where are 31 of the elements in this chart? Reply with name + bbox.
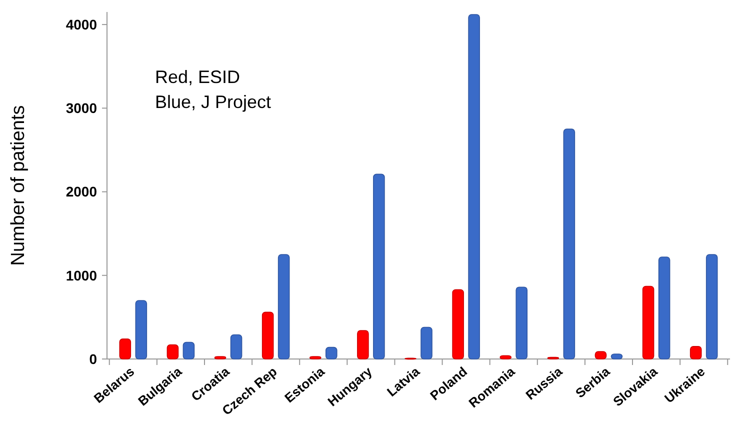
bar bbox=[468, 14, 480, 360]
bar bbox=[563, 128, 576, 360]
annotation: Blue, J Project bbox=[155, 92, 272, 112]
bar bbox=[325, 346, 338, 360]
bar bbox=[706, 254, 718, 360]
bar bbox=[119, 338, 132, 360]
bar bbox=[309, 356, 322, 360]
bar bbox=[135, 300, 148, 360]
bar bbox=[610, 354, 623, 360]
annotation: Red, ESID bbox=[155, 67, 240, 87]
bar bbox=[420, 326, 432, 360]
y-tick-label: 1000 bbox=[66, 267, 98, 284]
y-tick-label: 2000 bbox=[66, 184, 98, 200]
y-tick-label: 0 bbox=[89, 350, 98, 367]
y-axis-title: Number of patients bbox=[8, 105, 29, 266]
bar bbox=[214, 356, 226, 360]
bar bbox=[690, 346, 702, 360]
bar bbox=[658, 256, 670, 360]
bar bbox=[373, 174, 385, 360]
bar bbox=[642, 286, 654, 360]
bar bbox=[262, 312, 274, 360]
bar bbox=[594, 351, 607, 360]
bar bbox=[357, 330, 369, 360]
y-tick-label: 4000 bbox=[66, 16, 98, 32]
bar bbox=[516, 286, 528, 360]
bar bbox=[452, 289, 464, 360]
y-tick-label: 3000 bbox=[66, 100, 98, 116]
bar bbox=[278, 254, 290, 360]
bar bbox=[182, 342, 195, 360]
bar bbox=[166, 344, 179, 360]
bar bbox=[230, 334, 242, 360]
